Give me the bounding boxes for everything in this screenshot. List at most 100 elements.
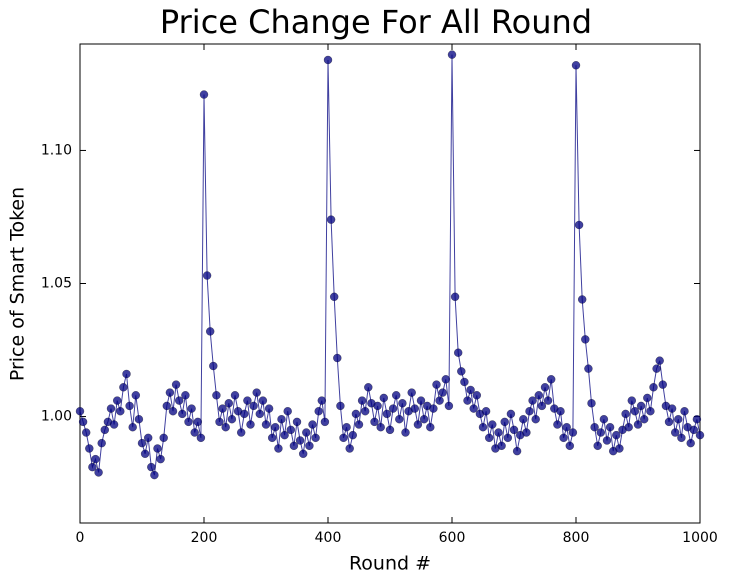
data-point (162, 401, 172, 411)
data-point (441, 375, 451, 384)
data-point (345, 444, 354, 453)
data-point (655, 356, 664, 365)
data-point (478, 422, 488, 432)
data-point (178, 409, 187, 419)
data-point (78, 417, 88, 427)
data-point (649, 383, 658, 392)
data-point (267, 433, 277, 443)
data-point (305, 441, 314, 451)
data-point (94, 468, 103, 477)
data-point (283, 406, 292, 416)
data-point (512, 446, 522, 456)
data-point (484, 433, 494, 443)
data-point (506, 409, 516, 419)
data-point (336, 401, 345, 411)
data-point (329, 292, 339, 302)
data-point (264, 404, 274, 413)
data-point (165, 388, 175, 397)
data-point (277, 414, 286, 424)
data-point (376, 422, 385, 432)
data-point (395, 414, 404, 424)
data-point (525, 406, 534, 416)
plot-frame (79, 43, 701, 524)
data-point (432, 380, 441, 389)
data-point (444, 401, 454, 411)
data-point (559, 433, 568, 443)
data-point (137, 438, 147, 448)
data-point (302, 428, 311, 437)
data-point (364, 383, 373, 392)
data-point (457, 367, 466, 376)
data-point (534, 391, 544, 400)
data-point (112, 396, 122, 405)
data-point (100, 425, 110, 435)
data-point (401, 428, 410, 437)
data-point (407, 388, 416, 397)
data-point (159, 433, 168, 443)
data-point (574, 220, 584, 230)
data-point (435, 396, 444, 405)
data-point (537, 401, 547, 411)
x-tick-label: 200 (191, 530, 218, 546)
data-point (140, 449, 150, 459)
data-point (633, 420, 643, 429)
data-point (258, 396, 268, 405)
data-point (122, 369, 131, 379)
data-point (150, 470, 159, 480)
data-point (543, 396, 553, 405)
data-point (131, 391, 141, 400)
data-point (522, 428, 531, 437)
data-point (236, 428, 246, 437)
data-point (596, 428, 606, 437)
data-point (88, 462, 97, 472)
data-point (317, 396, 327, 405)
data-point (156, 454, 165, 464)
data-point (453, 348, 463, 357)
data-point (615, 444, 624, 453)
data-point (385, 425, 395, 435)
data-point (509, 425, 519, 435)
data-point (354, 420, 364, 429)
data-point (357, 396, 367, 405)
data-point (360, 406, 370, 416)
data-point (168, 406, 178, 416)
data-point (686, 438, 695, 448)
data-point (116, 406, 125, 416)
data-point (621, 409, 630, 419)
data-point (91, 454, 100, 464)
data-point (274, 444, 283, 453)
data-point (658, 380, 668, 389)
data-point (503, 433, 513, 443)
data-point (416, 396, 426, 405)
data-point (193, 417, 203, 427)
data-point (227, 414, 237, 424)
data-point (488, 420, 497, 429)
data-point (562, 422, 571, 432)
data-point (128, 422, 137, 432)
data-point (602, 436, 612, 445)
data-point (292, 417, 302, 427)
x-tick-label: 600 (439, 530, 466, 546)
data-point (674, 414, 683, 424)
data-point (587, 399, 596, 408)
data-point (438, 388, 447, 397)
data-point (630, 406, 640, 416)
data-point (379, 393, 389, 403)
data-point (593, 441, 602, 451)
data-point (565, 441, 575, 451)
data-point (271, 422, 280, 432)
data-point (255, 409, 265, 419)
data-point (540, 383, 550, 392)
data-point (528, 396, 537, 405)
data-point (109, 420, 119, 429)
data-point (680, 406, 689, 416)
data-point (426, 422, 435, 432)
data-point (218, 404, 227, 413)
data-point (599, 414, 609, 424)
data-point (181, 391, 190, 400)
y-tick-label: 1.00 (41, 409, 72, 425)
data-point (652, 364, 661, 373)
data-point (243, 396, 252, 405)
data-point (230, 391, 240, 400)
data-point (171, 380, 181, 389)
